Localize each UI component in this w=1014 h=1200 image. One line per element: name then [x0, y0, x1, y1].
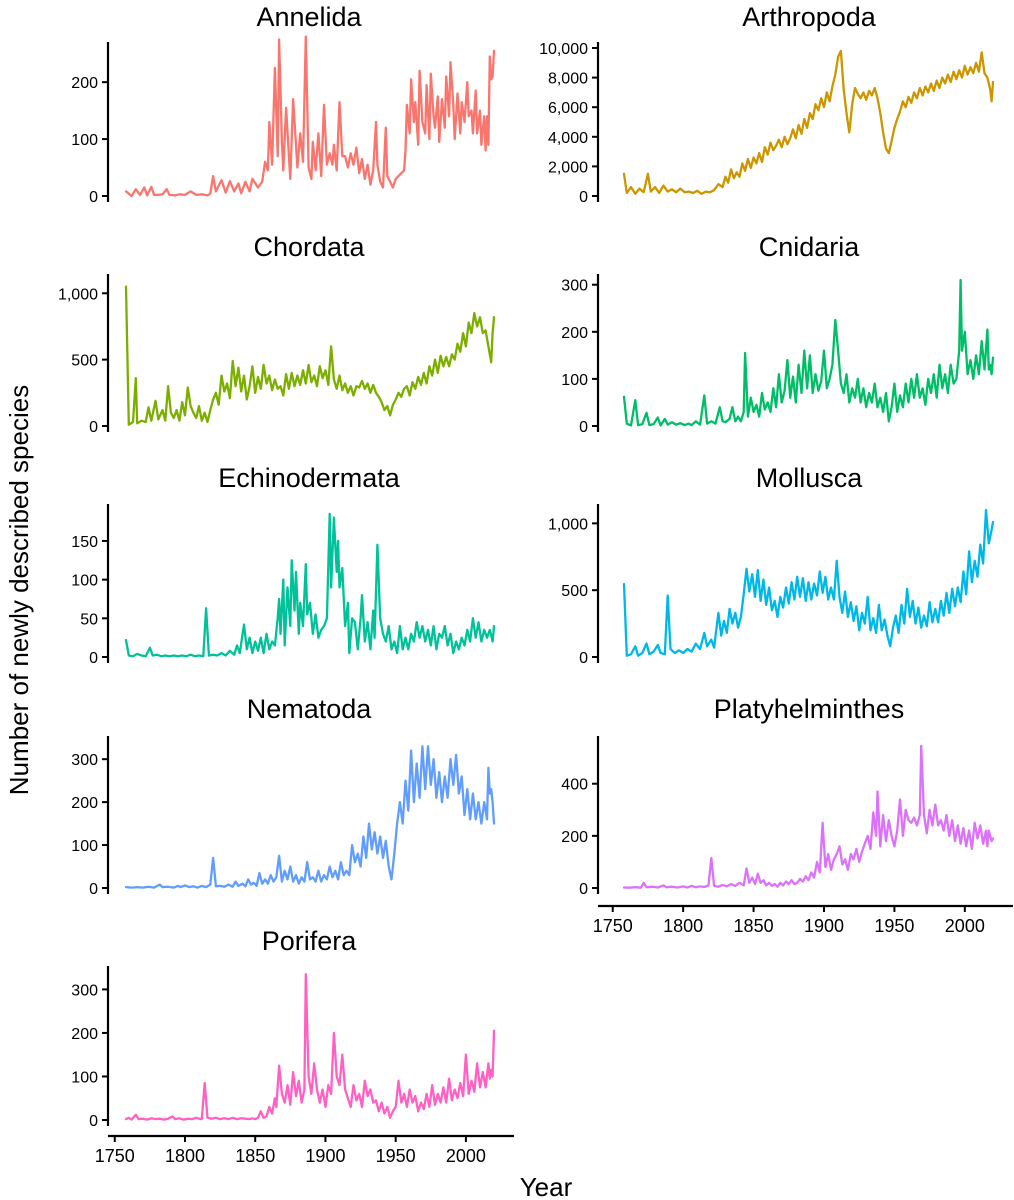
- y-tick-label-echinodermata-3: 150: [71, 534, 98, 551]
- y-tick-label-annelida-0: 0: [89, 189, 98, 206]
- panel-title-nematoda: Nematoda: [247, 694, 373, 724]
- series-line-chordata: [124, 285, 496, 426]
- panel-title-chordata: Chordata: [253, 232, 365, 262]
- y-tick-label-nematoda-2: 200: [71, 795, 98, 812]
- y-tick-label-mollusca-0: 0: [579, 650, 588, 667]
- x-tick-label-platyhelminthes-4: 1950: [874, 916, 914, 936]
- panel-mollusca: Mollusca 0 500 1,000: [548, 463, 995, 667]
- y-tick-label-echinodermata-2: 100: [71, 573, 98, 590]
- panel-chordata: Chordata 0 500 1,000: [58, 232, 496, 436]
- y-tick-label-annelida-2: 200: [71, 75, 98, 92]
- y-tick-label-chordata-2: 1,000: [58, 286, 98, 303]
- x-tick-label-platyhelminthes-3: 1900: [804, 916, 844, 936]
- x-axis-title: Year: [520, 1172, 573, 1200]
- y-tick-label-platyhelminthes-2: 400: [561, 777, 588, 794]
- panels-layer: Annelida 0 100 200 Arthropoda 0 2,000 4,000 6,00…: [58, 2, 1013, 1166]
- panel-title-arthropoda: Arthropoda: [742, 2, 877, 32]
- y-tick-label-chordata-1: 500: [71, 353, 98, 370]
- y-tick-label-arthropoda-3: 6,000: [548, 100, 588, 117]
- x-tick-label-porifera-3: 1900: [305, 1146, 345, 1166]
- y-tick-label-nematoda-0: 0: [89, 881, 98, 898]
- panel-porifera: Porifera 0 100 200 300 1750 1800 1850 1900 1950 20…: [71, 926, 514, 1166]
- y-tick-label-echinodermata-1: 50: [80, 611, 98, 628]
- y-tick-label-mollusca-2: 1,000: [548, 516, 588, 533]
- y-tick-label-porifera-3: 300: [71, 982, 98, 999]
- series-line-porifera: [124, 973, 496, 1121]
- x-tick-label-porifera-1: 1800: [165, 1146, 205, 1166]
- y-tick-label-arthropoda-0: 0: [579, 189, 588, 206]
- x-tick-label-porifera-0: 1750: [95, 1146, 135, 1166]
- x-tick-label-porifera-4: 1950: [376, 1146, 416, 1166]
- x-tick-label-platyhelminthes-2: 1850: [734, 916, 774, 936]
- panel-title-echinodermata: Echinodermata: [218, 463, 401, 493]
- y-tick-label-cnidaria-2: 200: [561, 325, 588, 342]
- y-tick-label-cnidaria-1: 100: [561, 372, 588, 389]
- y-tick-label-arthropoda-2: 4,000: [548, 130, 588, 147]
- series-line-nematoda: [124, 745, 496, 889]
- y-tick-label-mollusca-1: 500: [561, 583, 588, 600]
- y-axis-title: Number of newly described species: [4, 385, 34, 795]
- series-line-platyhelminthes: [622, 744, 995, 889]
- panel-title-annelida: Annelida: [256, 2, 362, 32]
- series-line-annelida: [124, 35, 496, 198]
- x-tick-label-porifera-2: 1850: [235, 1146, 275, 1166]
- y-tick-label-chordata-0: 0: [89, 419, 98, 436]
- panel-title-porifera: Porifera: [262, 926, 358, 956]
- series-line-arthropoda: [622, 49, 995, 195]
- panel-title-mollusca: Mollusca: [756, 463, 864, 493]
- series-line-mollusca: [622, 508, 995, 657]
- panel-nematoda: Nematoda 0 100 200 300: [71, 694, 496, 898]
- panel-title-cnidaria: Cnidaria: [759, 232, 861, 262]
- y-tick-label-platyhelminthes-1: 200: [561, 829, 588, 846]
- y-tick-label-porifera-0: 0: [89, 1113, 98, 1130]
- y-tick-label-nematoda-1: 100: [71, 838, 98, 855]
- y-tick-label-arthropoda-1: 2,000: [548, 159, 588, 176]
- y-tick-label-echinodermata-0: 0: [89, 650, 98, 667]
- y-tick-label-arthropoda-4: 8,000: [548, 71, 588, 88]
- y-tick-label-porifera-1: 100: [71, 1069, 98, 1086]
- panel-arthropoda: Arthropoda 0 2,000 4,000 6,000 8,000 10,000: [539, 2, 995, 206]
- y-tick-label-arthropoda-5: 10,000: [539, 41, 588, 58]
- panel-echinodermata: Echinodermata 0 50 100 150: [71, 463, 496, 667]
- y-tick-label-porifera-2: 200: [71, 1026, 98, 1043]
- y-tick-label-cnidaria-3: 300: [561, 278, 588, 295]
- series-line-echinodermata: [124, 512, 496, 658]
- panel-cnidaria: Cnidaria 0 100 200 300: [561, 232, 995, 436]
- panel-annelida: Annelida 0 100 200: [71, 2, 496, 206]
- y-tick-label-cnidaria-0: 0: [579, 419, 588, 436]
- x-tick-label-porifera-5: 2000: [446, 1146, 486, 1166]
- y-tick-label-platyhelminthes-0: 0: [579, 881, 588, 898]
- y-tick-label-annelida-1: 100: [71, 132, 98, 149]
- y-tick-label-nematoda-3: 300: [71, 752, 98, 769]
- panel-platyhelminthes: Platyhelminthes 0 200 400 1750 1800 1850 1900 19…: [561, 694, 1013, 936]
- x-tick-label-platyhelminthes-0: 1750: [593, 916, 633, 936]
- series-line-cnidaria: [622, 278, 995, 427]
- x-tick-label-platyhelminthes-1: 1800: [663, 916, 703, 936]
- panel-title-platyhelminthes: Platyhelminthes: [714, 694, 905, 724]
- x-tick-label-platyhelminthes-5: 2000: [945, 916, 985, 936]
